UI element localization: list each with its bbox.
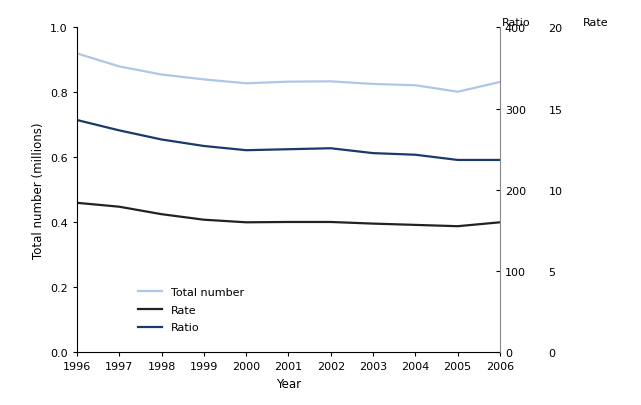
Ratio: [158, 138, 165, 143]
X-axis label: Year: Year: [276, 377, 301, 390]
Rate: [496, 220, 504, 225]
Total number: [115, 65, 123, 70]
Line: Ratio: Ratio: [77, 121, 500, 160]
Rate: [242, 220, 250, 225]
Ratio: [200, 144, 208, 149]
Total number: [158, 73, 165, 78]
Rate: [200, 218, 208, 223]
Ratio: [242, 148, 250, 153]
Rate: [115, 205, 123, 210]
Line: Rate: Rate: [77, 203, 500, 227]
Rate: [369, 222, 377, 226]
Rate: [327, 220, 335, 225]
Ratio: [327, 147, 335, 151]
Total number: [200, 78, 208, 83]
Total number: [369, 82, 377, 87]
Ratio: [369, 151, 377, 156]
Total number: [496, 80, 504, 85]
Total number: [327, 80, 335, 85]
Ratio: [115, 129, 123, 134]
Ratio: [454, 158, 462, 163]
Legend: Total number, Rate, Ratio: Total number, Rate, Ratio: [133, 283, 249, 337]
Rate: [454, 224, 462, 229]
Rate: [158, 212, 165, 217]
Line: Total number: Total number: [77, 54, 500, 92]
Ratio: [73, 118, 81, 123]
Ratio: [496, 158, 504, 163]
Text: Ratio: Ratio: [502, 18, 530, 28]
Ratio: [285, 147, 292, 152]
Rate: [412, 223, 419, 228]
Rate: [285, 220, 292, 225]
Total number: [412, 83, 419, 88]
Total number: [454, 90, 462, 95]
Total number: [285, 80, 292, 85]
Total number: [242, 82, 250, 87]
Y-axis label: Total number (millions): Total number (millions): [31, 122, 45, 258]
Total number: [73, 52, 81, 57]
Rate: [73, 201, 81, 206]
Text: Rate: Rate: [583, 18, 609, 28]
Ratio: [412, 153, 419, 158]
